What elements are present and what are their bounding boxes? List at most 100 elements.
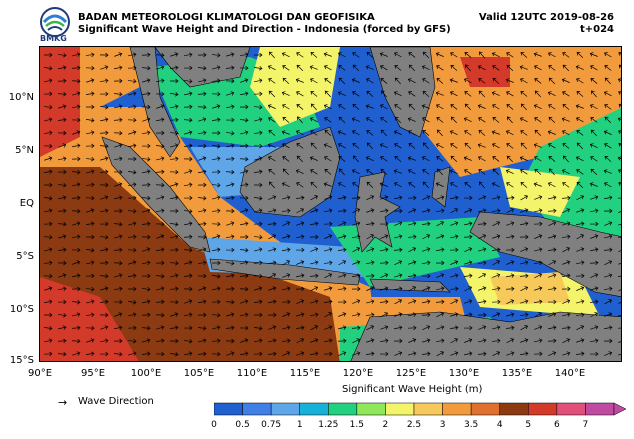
wave-arrow-624 <box>548 234 557 239</box>
wave-arrow-447 <box>422 181 430 189</box>
wave-arrow-918 <box>548 325 557 330</box>
wave-arrow-116 <box>492 77 500 85</box>
wave-arrow-630 <box>44 247 53 252</box>
wave-arrow-30 <box>464 52 472 58</box>
wave-arrow-117 <box>505 78 514 83</box>
wave-arrow-664 <box>520 247 529 252</box>
wave-arrow-787 <box>478 286 487 291</box>
wave-arrow-541 <box>562 208 571 214</box>
wave-arrow-435 <box>254 182 263 188</box>
wave-arrow-655 <box>393 247 403 253</box>
wave-arrow-716 <box>72 273 81 278</box>
wave-arrow-14 <box>239 52 249 58</box>
wave-arrow-268 <box>268 129 276 136</box>
colorbar-swatch-12 <box>556 402 586 416</box>
wave-arrow-90 <box>127 78 137 84</box>
wave-arrow-346 <box>183 156 193 162</box>
colorbar-tick-6: 2 <box>382 420 389 430</box>
wave-arrow-545 <box>618 208 621 213</box>
wave-arrow-826 <box>435 299 445 305</box>
wave-arrow-724 <box>183 273 193 279</box>
wave-arrow-603 <box>253 234 263 240</box>
wave-arrow-431 <box>197 182 207 188</box>
colorbar-tick-7: 2.5 <box>406 420 422 430</box>
lat-tick-10s: 10°S <box>9 304 34 315</box>
wave-arrow-461 <box>618 182 621 188</box>
wave-arrow-791 <box>534 286 543 291</box>
wave-arrow-399 <box>339 168 345 176</box>
wave-arrow-886 <box>100 325 109 330</box>
wave-arrow-635 <box>113 247 123 253</box>
wave-arrow-31 <box>478 51 485 59</box>
colorbar <box>214 402 627 416</box>
wave-arrow-249 <box>590 117 598 123</box>
wave-arrow-158 <box>491 91 500 96</box>
wave-arrow-50 <box>156 65 165 70</box>
colorbar-tick-10: 4 <box>496 420 503 430</box>
wave-arrow-321 <box>423 142 429 150</box>
wave-arrow-141 <box>253 91 263 97</box>
wave-arrow-1002 <box>548 351 557 357</box>
wave-arrow-1000 <box>520 351 529 356</box>
wave-arrow-0 <box>44 52 53 58</box>
wave-arrow-267 <box>253 130 263 136</box>
wave-arrow-144 <box>296 91 304 97</box>
wave-arrow-19 <box>310 51 318 58</box>
wave-arrow-27 <box>422 51 430 59</box>
wave-arrow-101 <box>282 77 290 85</box>
wave-arrow-981 <box>253 351 263 357</box>
wave-arrow-246 <box>548 116 556 123</box>
wave-arrow-335 <box>618 143 621 149</box>
wave-arrow-884 <box>71 325 81 331</box>
wave-arrow-714 <box>43 273 53 279</box>
lon-tick-110e: 110°E <box>236 368 268 379</box>
wave-arrow-464 <box>71 195 81 201</box>
wave-arrow-403 <box>393 169 402 174</box>
wave-arrow-503 <box>617 195 621 201</box>
wave-arrow-148 <box>352 91 360 97</box>
wave-arrow-755 <box>617 273 621 278</box>
wave-arrow-798 <box>43 299 53 304</box>
wave-arrow-611 <box>366 234 374 240</box>
wave-arrow-160 <box>520 91 528 97</box>
wave-arrow-692 <box>323 260 333 266</box>
wave-arrow-580 <box>520 221 529 226</box>
wave-arrow-390 <box>211 169 221 175</box>
wave-arrow-731 <box>282 273 291 278</box>
wave-arrow-807 <box>169 299 179 305</box>
wave-arrow-237 <box>422 117 430 123</box>
wave-direction-arrows <box>43 51 621 357</box>
wave-arrow-867 <box>421 312 431 318</box>
wave-arrow-856 <box>267 312 277 318</box>
wave-arrow-562 <box>267 221 277 227</box>
wave-arrow-647 <box>281 247 291 252</box>
wave-arrow-869 <box>450 312 459 317</box>
wave-arrow-894 <box>212 325 221 330</box>
wave-arrow-449 <box>450 182 458 188</box>
wave-arrow-112 <box>436 77 444 84</box>
wave-arrow-247 <box>561 117 570 122</box>
wave-arrow-996 <box>464 351 473 356</box>
wave-arrow-991 <box>394 351 403 356</box>
wave-arrow-836 <box>576 299 585 304</box>
wave-arrow-170 <box>71 104 81 110</box>
wave-arrow-413 <box>534 169 542 175</box>
wave-arrow-351 <box>254 156 263 161</box>
wave-arrow-105 <box>338 77 346 85</box>
wave-arrow-808 <box>184 299 193 304</box>
wave-arrow-944 <box>324 338 333 343</box>
wave-arrow-412 <box>520 169 528 175</box>
wave-arrow-761 <box>113 286 123 292</box>
wave-arrow-652 <box>352 247 360 253</box>
wave-arrow-653 <box>366 247 375 252</box>
wave-arrow-301 <box>141 143 151 149</box>
wave-arrow-91 <box>142 78 151 83</box>
wave-arrow-592 <box>99 234 109 240</box>
wave-arrow-640 <box>183 247 193 253</box>
wave-arrow-475 <box>225 195 235 201</box>
wave-arrow-363 <box>421 156 430 162</box>
wave-arrow-723 <box>170 273 179 278</box>
wave-arrow-437 <box>281 182 290 188</box>
wave-arrow-564 <box>296 221 305 226</box>
wave-arrow-866 <box>408 312 417 317</box>
